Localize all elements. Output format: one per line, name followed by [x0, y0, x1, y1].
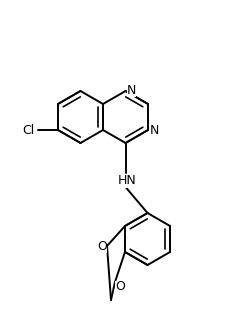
Text: O: O: [97, 240, 106, 253]
Text: O: O: [115, 281, 124, 294]
Text: Cl: Cl: [22, 124, 34, 137]
Text: N: N: [149, 125, 158, 138]
Text: HN: HN: [118, 174, 136, 187]
Text: N: N: [126, 83, 136, 96]
